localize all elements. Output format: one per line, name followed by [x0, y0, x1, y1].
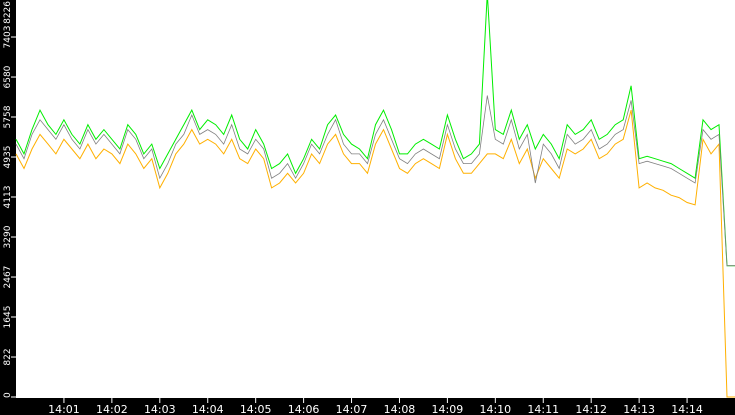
- y-tick-label: 4935: [3, 146, 13, 169]
- y-tick-label: 0: [3, 392, 13, 398]
- y-tick-label: 8226: [3, 1, 13, 24]
- y-tick-label: 1645: [3, 306, 13, 329]
- y-tick-label: 4113: [3, 186, 13, 209]
- x-axis: 14:01 14:02 14:03 14:04 14:05 14:06 14:07 14:08…: [48, 398, 703, 415]
- series-line-2: [15, 0, 735, 267]
- x-tick-label: 14:11: [527, 403, 559, 415]
- y-tick-label: 7403: [3, 26, 13, 49]
- y-tick-label: 3290: [3, 225, 13, 248]
- x-tick-label: 14:12: [575, 403, 607, 415]
- x-tick-label: 14:07: [336, 403, 368, 415]
- y-axis: 0 822 1645 2467 3290 4113 4935 5758 6580 7403 8226: [3, 1, 16, 398]
- x-tick-label: 14:05: [240, 403, 272, 415]
- x-tick-label: 14:01: [48, 403, 80, 415]
- x-tick-label: 14:06: [288, 403, 320, 415]
- series-line-0: [15, 95, 735, 267]
- x-tick-label: 14:09: [432, 403, 464, 415]
- y-tick-label: 822: [3, 348, 13, 365]
- x-tick-label: 14:03: [144, 403, 176, 415]
- x-tick-label: 14:02: [96, 403, 128, 415]
- x-tick-label: 14:10: [479, 403, 511, 415]
- y-tick-label: 5758: [3, 105, 13, 128]
- x-tick-label: 14:08: [384, 403, 416, 415]
- y-tick-label: 2467: [3, 266, 13, 289]
- series-line-1: [15, 109, 735, 398]
- series-lines: [15, 0, 735, 398]
- y-tick-label: 6580: [3, 65, 13, 88]
- x-tick-label: 14:14: [671, 403, 703, 415]
- x-tick-label: 14:04: [192, 403, 224, 415]
- plot-area: [16, 0, 735, 398]
- x-tick-label: 14:13: [623, 403, 655, 415]
